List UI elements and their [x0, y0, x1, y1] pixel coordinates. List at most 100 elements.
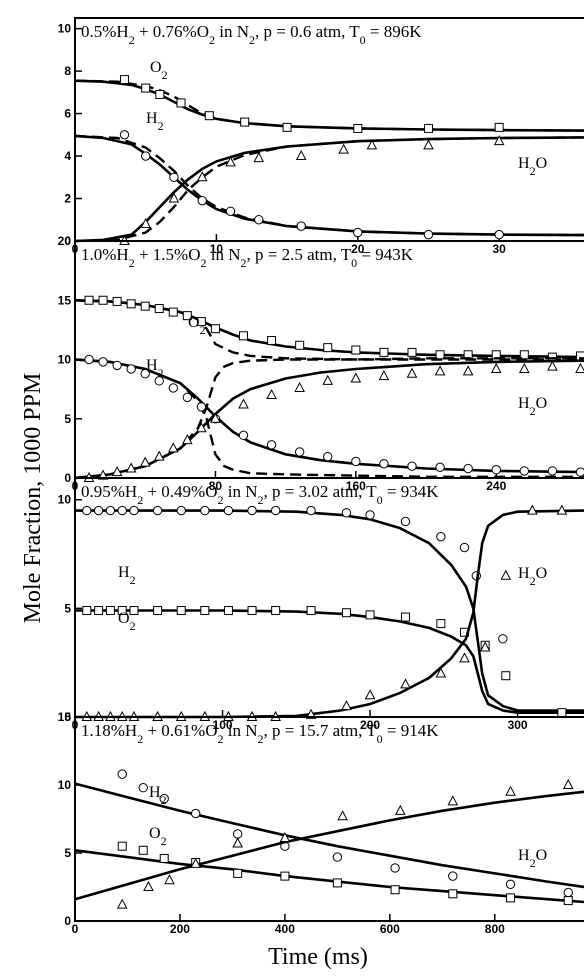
y-tick-label: 8 [64, 64, 71, 78]
data-point-square [238, 331, 248, 341]
data-point-circle [332, 852, 343, 862]
data-point-triangle [395, 804, 406, 815]
data-point-circle [117, 769, 127, 779]
data-point-square [563, 896, 573, 906]
data-point-square [105, 606, 115, 616]
data-point-circle [400, 516, 411, 527]
data-point-triangle [111, 466, 123, 477]
data-point-circle [351, 456, 361, 467]
y-tick-label: 20 [58, 234, 72, 248]
data-point-square [271, 606, 281, 616]
data-point-circle [353, 227, 363, 238]
data-point-circle [238, 430, 249, 441]
data-point-circle [435, 462, 445, 473]
data-point-square [407, 347, 417, 357]
data-point-square [98, 295, 108, 305]
data-point-circle [547, 466, 558, 476]
y-tick-label: 0 [64, 471, 71, 485]
data-point-circle [407, 461, 417, 471]
data-point-square [200, 606, 210, 616]
data-point-square [126, 299, 136, 309]
data-point-square [400, 612, 410, 622]
data-point-square [280, 871, 290, 881]
model-solid-line [75, 609, 584, 714]
data-point-triangle [378, 370, 390, 381]
data-point-square [423, 123, 433, 133]
data-point-triangle [295, 149, 307, 161]
data-point-triangle [423, 139, 434, 150]
data-point-triangle [556, 504, 568, 515]
y-tick-label: 0 [64, 710, 71, 724]
data-point-square [196, 317, 206, 327]
data-point-square [159, 853, 169, 863]
data-point-circle [491, 465, 501, 475]
data-point-circle [168, 383, 178, 393]
data-point-square [176, 606, 186, 616]
data-point-triangle [279, 831, 291, 843]
data-point-triangle [434, 365, 446, 376]
model-solid-line [74, 782, 584, 889]
data-point-circle [169, 172, 179, 182]
data-point-circle [159, 793, 169, 804]
data-point-square [379, 347, 389, 357]
data-point-triangle [341, 700, 352, 711]
data-point-square [295, 340, 305, 350]
model-dashed-line [74, 357, 584, 480]
data-point-square [240, 117, 250, 127]
data-point-triangle [435, 667, 447, 678]
data-point-triangle [505, 785, 516, 796]
data-point-square [436, 619, 446, 629]
data-point-circle [140, 369, 150, 379]
data-point-circle [365, 510, 375, 520]
data-point-circle [448, 871, 458, 881]
data-point-circle [182, 392, 193, 403]
data-point-circle [494, 229, 504, 240]
data-point-triangle [225, 156, 236, 167]
data-point-circle [93, 505, 104, 516]
y-tick-label: 4 [64, 149, 71, 163]
y-axis-title: Mole Fraction, 1000 PPM [20, 373, 46, 624]
data-point-square [390, 885, 400, 895]
data-point-circle [138, 783, 148, 793]
data-point-circle [105, 505, 116, 516]
data-point-circle [341, 508, 352, 518]
data-point-triangle [337, 810, 348, 821]
data-point-triangle [139, 456, 151, 467]
y-tick-label: 10 [58, 778, 72, 792]
data-point-triangle [364, 689, 376, 700]
data-point-circle [390, 863, 400, 873]
data-point-triangle [562, 778, 574, 789]
data-point-square [341, 608, 351, 618]
data-point-triangle [140, 217, 152, 229]
series-label: H2 [146, 357, 164, 380]
data-point-triangle [575, 362, 584, 373]
data-point-triangle [190, 857, 202, 868]
plot-frame [74, 716, 584, 922]
x-axis-title: Time (ms) [268, 944, 368, 970]
data-point-triangle [266, 388, 277, 400]
model-solid-line [74, 79, 584, 132]
data-point-triangle [294, 381, 305, 392]
data-point-triangle [232, 837, 244, 848]
data-point-square [138, 845, 148, 855]
series-label: H2 [149, 784, 167, 807]
data-point-triangle [182, 434, 193, 445]
data-point-circle [498, 634, 508, 644]
series-label: H2O [518, 847, 547, 870]
data-point-triangle [490, 362, 502, 373]
data-point-triangle [400, 678, 411, 689]
data-point-square [448, 889, 458, 899]
series-label: O2 [118, 610, 136, 633]
panel-title: 0.95%H2 + 0.49%O2 in N2, p = 3.02 atm, T… [81, 482, 439, 507]
model-dashed-line [74, 134, 584, 237]
model-dashed-line [74, 358, 584, 478]
x-tick-label: 100 [213, 718, 233, 732]
data-point-circle [112, 360, 122, 371]
model-dashed-line [74, 136, 584, 243]
model-solid-line [74, 136, 584, 243]
data-point-square [233, 868, 243, 878]
data-point-circle [176, 505, 186, 516]
